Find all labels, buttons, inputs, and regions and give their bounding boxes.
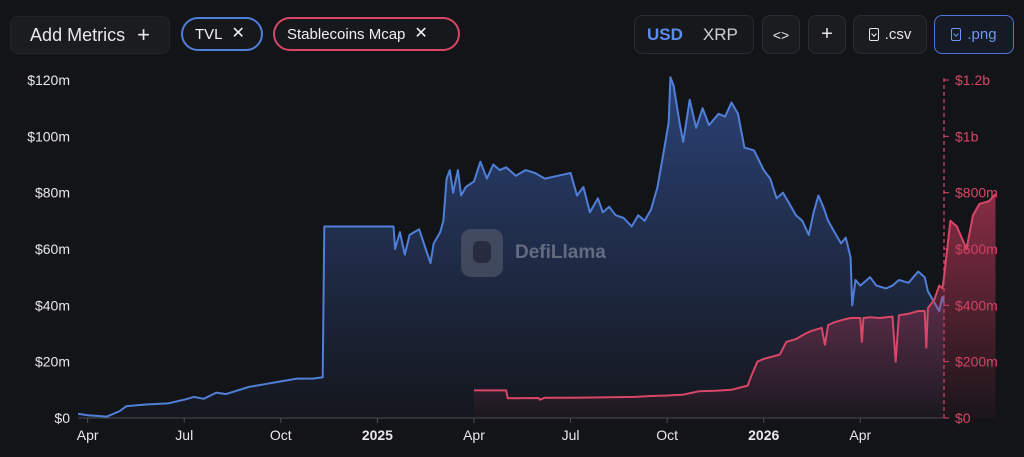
add-metrics-label: Add Metrics xyxy=(30,24,126,45)
currency-usd-option[interactable]: USD xyxy=(647,24,683,44)
x-axis-tick-label: 2026 xyxy=(748,427,779,443)
x-axis-tick-label: Oct xyxy=(270,427,292,443)
file-download-icon xyxy=(868,28,879,41)
right-axis-tick-label: $1.2b xyxy=(955,72,990,88)
toolbar: Add Metrics + TVL ✕ Stablecoins Mcap ✕ U… xyxy=(0,0,1024,68)
file-download-icon xyxy=(951,28,962,41)
x-axis-tick-label: Oct xyxy=(656,427,678,443)
watermark-text: DefiLlama xyxy=(515,242,606,263)
download-png-button[interactable]: .png xyxy=(934,15,1014,54)
x-axis-tick-label: Apr xyxy=(849,427,871,443)
left-axis-tick-label: $60m xyxy=(35,241,70,257)
right-axis-tick-label: $800m xyxy=(955,185,998,201)
plus-icon: + xyxy=(821,23,833,45)
add-chart-button[interactable]: + xyxy=(808,15,846,54)
currency-toggle: USD XRP xyxy=(634,15,754,54)
metric-chip-stablecoins-mcap[interactable]: Stablecoins Mcap ✕ xyxy=(273,17,460,51)
series-line-stablecoins-mcap[interactable] xyxy=(474,193,997,401)
close-icon[interactable]: ✕ xyxy=(231,25,245,42)
metric-chip-label: TVL xyxy=(195,25,223,43)
metric-chip-label: Stablecoins Mcap xyxy=(287,25,406,43)
metric-chip-tvl[interactable]: TVL ✕ xyxy=(181,17,263,51)
left-axis-tick-label: $40m xyxy=(35,297,70,313)
series-area-stablecoins-mcap xyxy=(474,194,996,418)
series-area-tvl xyxy=(78,77,944,418)
x-axis-tick-label: Apr xyxy=(463,427,485,443)
x-axis-tick-label: Jul xyxy=(175,427,193,443)
embed-button[interactable]: <> xyxy=(762,15,800,54)
right-axis-tick-label: $1b xyxy=(955,128,979,144)
left-axis-tick-label: $100m xyxy=(27,128,70,144)
currency-xrp-option[interactable]: XRP xyxy=(702,24,738,44)
csv-label: .csv xyxy=(884,26,912,43)
defillama-watermark: DefiLlama xyxy=(461,229,606,277)
add-metrics-button[interactable]: Add Metrics + xyxy=(10,16,170,54)
left-axis-tick-label: $0 xyxy=(54,410,70,426)
png-label: .png xyxy=(967,26,997,43)
series-line-tvl[interactable] xyxy=(77,76,945,418)
x-axis-tick-label: 2025 xyxy=(362,427,393,443)
close-icon[interactable]: ✕ xyxy=(414,25,428,42)
left-axis-tick-label: $120m xyxy=(27,72,70,88)
llama-logo-icon xyxy=(461,229,503,277)
download-csv-button[interactable]: .csv xyxy=(853,15,927,54)
left-axis-tick-label: $20m xyxy=(35,354,70,370)
plus-icon: + xyxy=(137,22,150,47)
x-axis-tick-label: Apr xyxy=(77,427,99,443)
code-icon: <> xyxy=(772,26,790,43)
x-axis-tick-label: Jul xyxy=(562,427,580,443)
left-axis-tick-label: $80m xyxy=(35,185,70,201)
